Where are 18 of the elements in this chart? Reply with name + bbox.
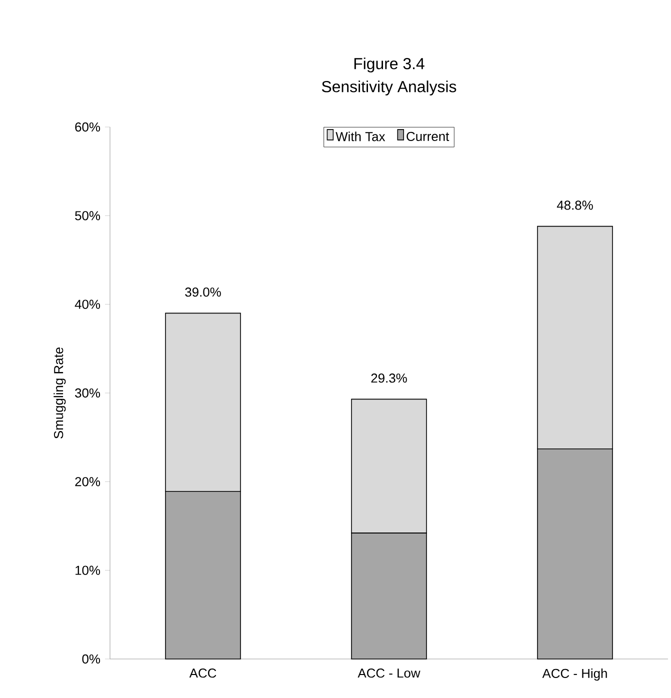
total-label: 39.0% [185, 288, 221, 297]
x-tick-label: ACC - High [542, 668, 607, 681]
y-tick-label: 30% [75, 388, 100, 398]
total-label: 48.8% [556, 200, 593, 210]
y-tick-label: 20% [75, 477, 100, 486]
y-tick-label: 50% [75, 211, 100, 220]
y-tick-label: 60% [75, 122, 100, 132]
legend-label: Current [406, 132, 450, 142]
chart-title: Figure 3.4 [354, 58, 424, 72]
chart-subtitle: Sensitivity Analysis [322, 80, 456, 96]
y-axis-title: Smuggling Rate [54, 348, 66, 438]
total-label: 29.3% [371, 374, 407, 383]
y-tick-label: 10% [76, 566, 100, 575]
x-tick-label: ACC - Low [358, 668, 420, 678]
y-tick-label: 0% [82, 654, 100, 664]
y-tick-label: 40% [74, 300, 100, 309]
x-tick-label: ACC [189, 668, 216, 678]
legend-label: With Tax [336, 132, 386, 142]
